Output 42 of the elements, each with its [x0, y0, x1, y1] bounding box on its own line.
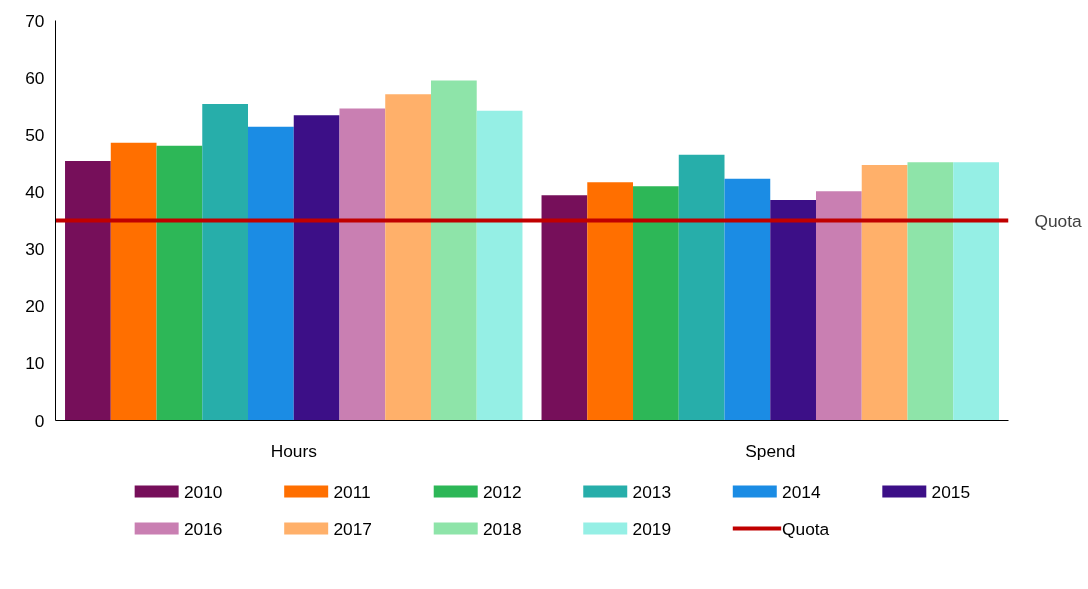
legend-label: 2011	[333, 481, 371, 502]
legend-label: 2013	[632, 481, 672, 502]
bar	[339, 108, 386, 421]
bar	[202, 103, 249, 421]
bar	[248, 126, 294, 421]
bar	[907, 162, 954, 421]
bar	[293, 115, 340, 421]
bar	[724, 178, 771, 421]
legend-label: 2019	[632, 518, 672, 539]
bar	[476, 110, 523, 421]
bar	[65, 161, 111, 421]
legend-label: 2012	[482, 481, 522, 502]
x-tick-label: Hours	[270, 440, 318, 461]
bar	[953, 162, 999, 421]
legend-label: 2010	[183, 481, 223, 502]
bar	[541, 195, 588, 421]
x-tick-label: Spend	[745, 440, 796, 461]
y-tick-label: 0	[34, 410, 45, 431]
legend-label: 2016	[183, 518, 223, 539]
text: Quota	[782, 518, 830, 539]
y-tick-label: 30	[25, 239, 45, 260]
ref-line-label: Quota	[1034, 210, 1083, 231]
bar	[385, 94, 431, 421]
bar	[861, 165, 908, 421]
y-tick-label: 70	[25, 10, 45, 31]
bar	[587, 182, 634, 421]
bar	[156, 145, 203, 421]
bar	[815, 191, 862, 421]
y-tick-label: 60	[25, 67, 45, 88]
bar	[770, 199, 816, 421]
legend-label: 2014	[782, 481, 821, 502]
legend-label: 2018	[482, 518, 522, 539]
bar	[633, 186, 679, 421]
y-tick-label: 20	[25, 296, 45, 317]
legend-label: 2017	[333, 518, 373, 539]
y-tick-label: 40	[25, 181, 45, 202]
bar	[430, 80, 477, 421]
bar	[110, 142, 157, 421]
y-tick-label: 50	[25, 124, 45, 145]
legend-label: 2015	[931, 481, 971, 502]
bar	[678, 154, 725, 421]
y-tick-label: 10	[25, 353, 45, 374]
